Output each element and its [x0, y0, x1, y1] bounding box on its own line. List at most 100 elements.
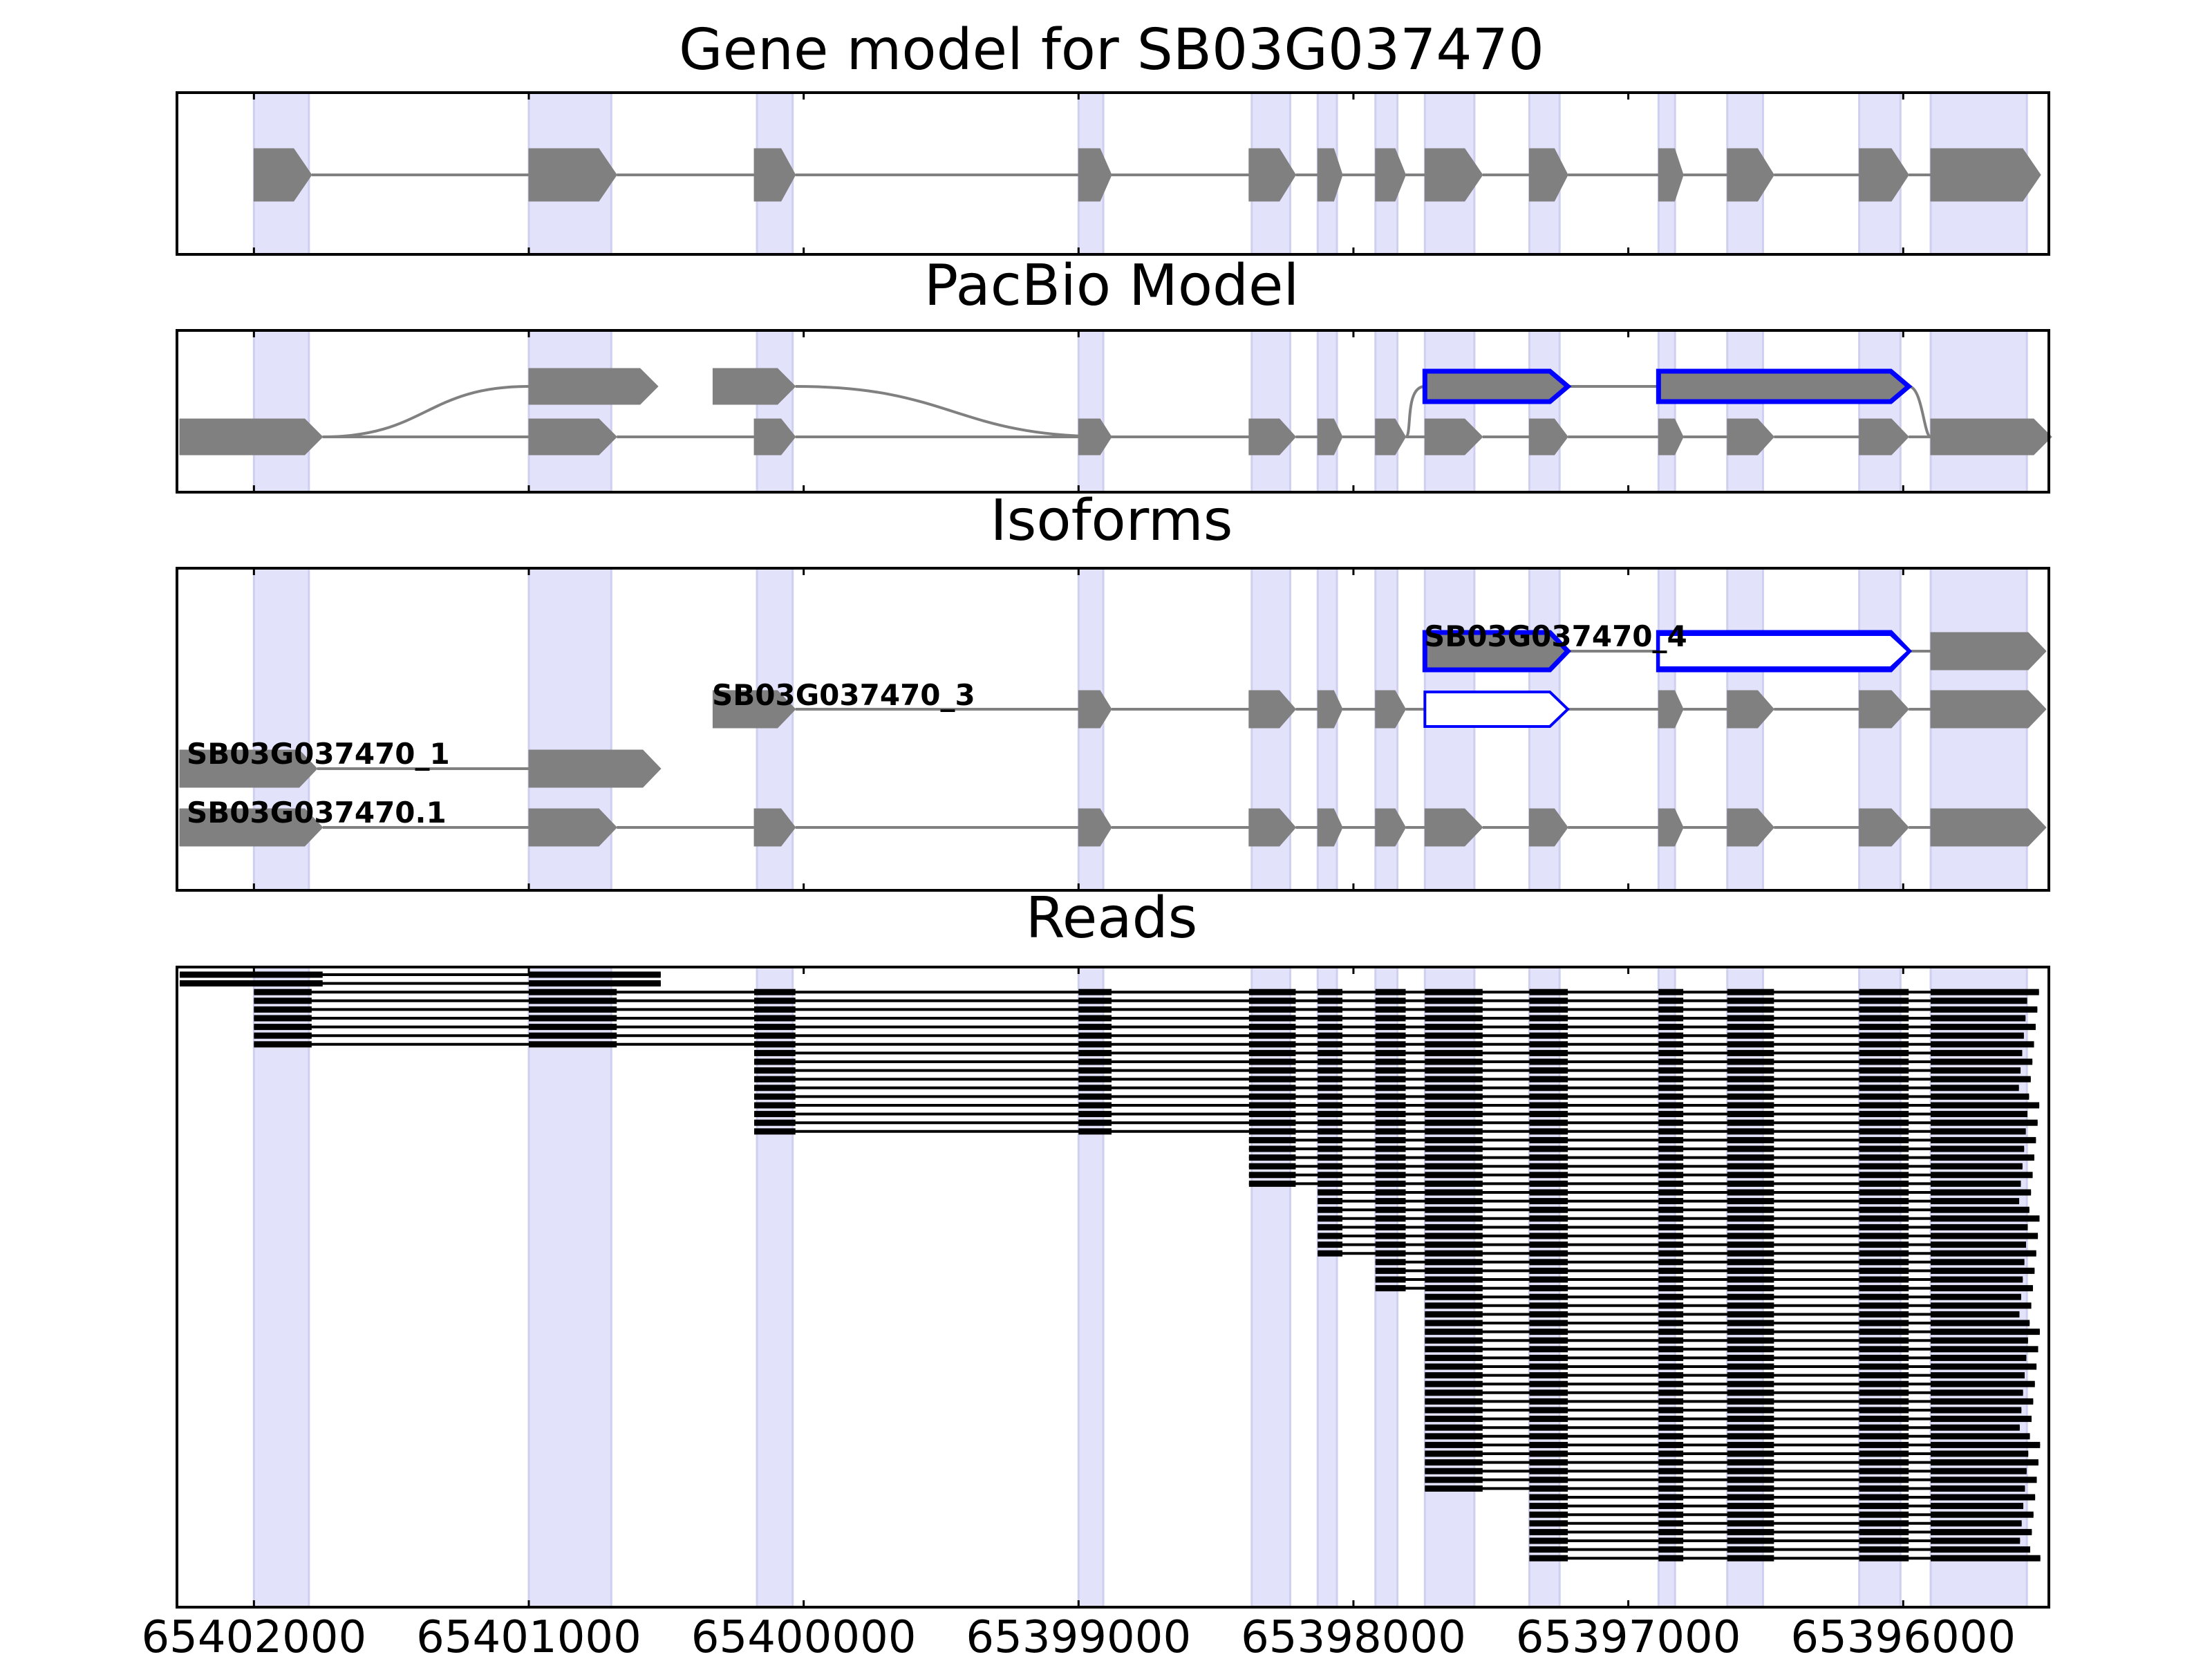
read-block — [1658, 1102, 1684, 1109]
read-block — [1318, 1006, 1343, 1013]
read-block — [1375, 1076, 1406, 1082]
read-block — [1375, 1250, 1406, 1257]
exon-arrow — [1375, 148, 1407, 202]
read-block — [1375, 1189, 1406, 1196]
read-block — [1859, 1293, 1909, 1300]
read-block — [1248, 1154, 1296, 1161]
read-block — [1375, 1049, 1406, 1056]
read-block — [1658, 1477, 1684, 1483]
read-block — [1529, 1329, 1568, 1335]
read-block — [1859, 1302, 1909, 1309]
read-block — [1931, 1354, 2027, 1361]
exon-arrow — [1930, 148, 2041, 202]
read-block — [1859, 1006, 1909, 1013]
read-block — [1318, 1102, 1343, 1109]
read-block — [528, 1015, 617, 1022]
read-block — [1727, 1433, 1774, 1440]
read-block — [1931, 1285, 2033, 1292]
exon-arrow — [1248, 418, 1297, 456]
read-block — [1931, 1433, 2030, 1440]
read-block — [1078, 1085, 1112, 1091]
read-block — [1727, 1459, 1774, 1466]
read-block — [179, 971, 323, 978]
x-tick-label: 65397000 — [1516, 1612, 1741, 1659]
read-block — [1425, 1320, 1483, 1327]
read-block — [1318, 1250, 1343, 1257]
read-block — [1727, 1206, 1774, 1213]
read-block — [1529, 1024, 1568, 1031]
read-block — [1529, 1441, 1568, 1448]
read-block — [1529, 1049, 1568, 1056]
exon-band — [252, 329, 310, 494]
read-block — [1931, 1311, 2020, 1318]
read-block — [1425, 1241, 1483, 1248]
read-block — [1529, 1232, 1568, 1239]
read-block — [1318, 1163, 1343, 1170]
exon-band — [1374, 329, 1399, 494]
read-block — [1375, 1067, 1406, 1074]
read-block — [1727, 1102, 1774, 1109]
exon-arrow-highlight — [1656, 368, 1913, 404]
read-block — [1727, 1145, 1774, 1152]
exon-arrow — [1930, 418, 2052, 456]
read-block — [1931, 1293, 2021, 1300]
read-block — [528, 1006, 617, 1013]
read-block — [754, 988, 796, 995]
read-block — [1931, 1119, 2038, 1126]
read-block — [1529, 1346, 1568, 1353]
read-block — [1931, 1407, 2022, 1414]
exon-band — [1250, 329, 1291, 494]
panel-frame — [176, 567, 2050, 892]
read-block — [1859, 1032, 1909, 1039]
exon-band — [252, 966, 310, 1609]
read-block — [1425, 1093, 1483, 1100]
exon-arrow — [179, 808, 324, 847]
read-block — [1727, 1329, 1774, 1335]
read-block — [1375, 1015, 1406, 1022]
read-block — [1658, 1459, 1684, 1466]
read-block — [1931, 1198, 2020, 1205]
read-block — [1931, 1111, 2027, 1118]
read-block — [1425, 997, 1483, 1004]
read-block — [1931, 1085, 2019, 1091]
read-block — [1529, 1468, 1568, 1474]
read-block — [1727, 1224, 1774, 1230]
read-block — [1931, 1302, 2032, 1309]
read-block — [1931, 1363, 2037, 1370]
read-block — [1727, 1477, 1774, 1483]
read-block — [1078, 1128, 1112, 1135]
exon-arrow — [712, 690, 796, 729]
read-block — [1529, 1224, 1568, 1230]
read-block — [1727, 1520, 1774, 1527]
read-block — [1529, 997, 1568, 1004]
read-block — [1248, 1067, 1296, 1074]
exon-arrow — [1930, 632, 2047, 671]
read-block — [754, 1006, 796, 1013]
read-block — [1658, 1398, 1684, 1405]
read-block — [1727, 1485, 1774, 1492]
read-block — [1529, 1293, 1568, 1300]
read-block — [1375, 1058, 1406, 1065]
read-block — [1727, 1424, 1774, 1431]
read-block — [1658, 1215, 1684, 1222]
read-block — [1859, 1311, 1909, 1318]
exon-arrow — [1248, 808, 1297, 847]
read-block — [1248, 1085, 1296, 1091]
read-block — [1658, 1468, 1684, 1474]
read-block — [1931, 1224, 2028, 1230]
read-block — [1529, 1250, 1568, 1257]
read-block — [1859, 1136, 1909, 1143]
read-block — [1727, 1363, 1774, 1370]
read-block — [1658, 1441, 1684, 1448]
read-block — [1931, 1136, 2036, 1143]
read-block — [1529, 1354, 1568, 1361]
read-block — [754, 1067, 796, 1074]
read-block — [1658, 1485, 1684, 1492]
exon-arrow — [1930, 808, 2047, 847]
read-block — [1931, 1389, 2023, 1396]
read-block — [1658, 1085, 1684, 1091]
exon-arrow — [1727, 148, 1774, 202]
read-block — [1859, 1076, 1909, 1082]
exon-arrow — [1317, 690, 1343, 729]
